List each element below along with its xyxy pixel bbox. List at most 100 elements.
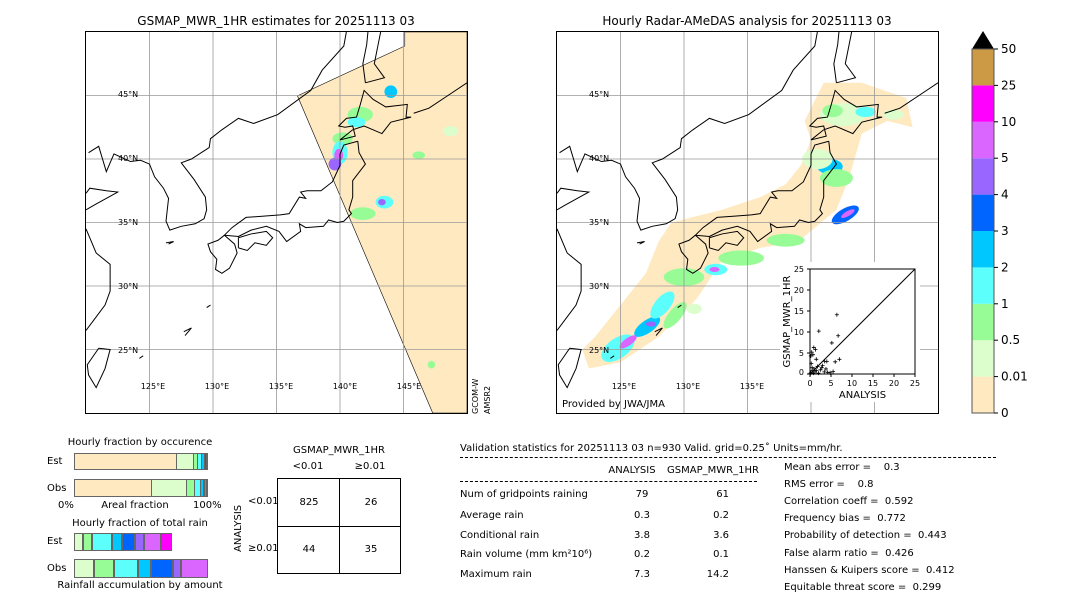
scatter-y-tick: 15 <box>794 307 804 316</box>
fraction-segment <box>176 454 195 469</box>
colorbar-label: 0.5 <box>1001 333 1020 347</box>
scatter-point <box>813 347 818 352</box>
fraction-segment <box>161 533 173 551</box>
colorbar-label: 3 <box>1001 224 1009 238</box>
stat-label: Num of gridpoints raining <box>460 489 588 500</box>
rainfall-accumulation-label: Rainfall accumulation by amount <box>57 580 223 591</box>
total-rain-obs-label: Obs <box>47 563 67 574</box>
occurrence-obs-bar <box>74 479 208 497</box>
scatter-point <box>811 345 816 350</box>
stat-label: Average rain <box>460 510 524 521</box>
scatter-y-tick: 0 <box>799 368 804 377</box>
scatter-y-tick: 5 <box>799 349 804 358</box>
scatter-point <box>810 352 815 357</box>
scatter-point <box>833 359 838 364</box>
score-item: Equitable threat score = 0.299 <box>784 581 942 593</box>
colorbar-segment <box>972 49 994 86</box>
colorbar-segment <box>972 231 994 268</box>
lat-tick-label: 35°N <box>118 218 139 227</box>
colorbar-segment <box>972 267 994 304</box>
colorbar-label: 0.01 <box>1001 370 1028 384</box>
scatter-point <box>829 340 834 345</box>
fraction-segment <box>94 559 115 578</box>
fraction-segment <box>74 533 84 551</box>
scatter-point <box>808 370 813 375</box>
fraction-segment <box>91 533 112 551</box>
scatter-point <box>836 333 841 338</box>
stat-gsmap-value: 0.1 <box>713 549 729 560</box>
scatter-ylabel: GSMAP_MWR_1HR <box>782 276 793 368</box>
stat-analysis-value: 0.2 <box>634 549 650 560</box>
right-map-canvas <box>557 32 938 413</box>
fraction-segment <box>74 559 95 578</box>
cell-false-alarm: 26 <box>364 497 378 508</box>
fraction-segment <box>172 559 181 578</box>
scatter-point <box>825 370 830 375</box>
score-item: Probability of detection = 0.443 <box>784 530 947 542</box>
contingency-row-title: ANALYSIS <box>233 504 244 552</box>
colorbar: 0 0.01 0.5 1 2 3 4 5 10 25 50 <box>971 31 1028 420</box>
fraction-segment <box>198 454 202 469</box>
colorbar-label: 5 <box>1001 151 1009 165</box>
one-to-one-line <box>809 268 916 375</box>
total-rain-title: Hourly fraction of total rain <box>72 518 208 529</box>
lon-tick-label: 130°E <box>675 382 701 391</box>
score-item: Correlation coeff = 0.592 <box>784 496 914 508</box>
occurrence-est-bar <box>74 453 208 470</box>
fraction-segment <box>114 559 139 578</box>
contingency-row-lt: <0.01 <box>248 496 279 507</box>
lat-tick-label: 45°N <box>118 90 139 99</box>
contingency-row-ge: ≥0.01 <box>248 543 279 554</box>
fraction-segment <box>186 480 196 496</box>
colorbar-label: 4 <box>1001 188 1009 202</box>
scatter-point <box>816 329 821 334</box>
colorbar-segment <box>972 158 994 195</box>
left-map <box>85 31 468 414</box>
colorbar-segment <box>972 121 994 159</box>
scatter-point <box>828 370 833 375</box>
scatter-x-tick: 10 <box>847 379 857 388</box>
scatter-x-tick: 15 <box>868 379 878 388</box>
scatter-xlabel: ANALYSIS <box>839 390 886 401</box>
contingency-col-title: GSMAP_MWR_1HR <box>293 445 385 456</box>
stat-analysis-value: 0.3 <box>634 510 650 521</box>
lat-tick-label: 35°N <box>589 218 610 227</box>
scatter-x-tick: 5 <box>828 379 833 388</box>
lat-tick-label: 30°N <box>118 282 139 291</box>
fraction-segment <box>194 454 199 469</box>
left-map-title: GSMAP_MWR_1HR estimates for 20251113 03 <box>137 14 415 28</box>
colorbar-segment <box>972 340 994 377</box>
colorbar-label: 50 <box>1001 42 1016 56</box>
fraction-segment <box>180 559 208 578</box>
lon-tick-label: 125°E <box>611 382 637 391</box>
colorbar-label: 10 <box>1001 115 1016 129</box>
stat-analysis-value: 79 <box>635 489 649 500</box>
lat-tick-label: 40°N <box>589 154 610 163</box>
scatter-point <box>813 369 818 374</box>
colorbar-segment <box>972 303 994 341</box>
fraction-segment <box>201 480 204 496</box>
fraction-segment <box>203 480 206 496</box>
fraction-segment <box>83 533 92 551</box>
scatter-point <box>818 367 823 372</box>
scatter-y-tick: 25 <box>794 265 804 274</box>
occurrence-title: Hourly fraction by occurence <box>67 437 213 448</box>
colorbar-label: 0 <box>1001 406 1009 420</box>
score-item: Frequency bias = 0.772 <box>784 513 906 525</box>
score-item: Mean abs error = 0.3 <box>784 462 900 473</box>
colorbar-segment <box>972 376 994 413</box>
score-item: RMS error = 0.8 <box>784 479 874 491</box>
scatter-point <box>834 312 839 317</box>
scatter-point <box>822 369 827 374</box>
right-map-title: Hourly Radar-AMeDAS analysis for 2025111… <box>602 14 892 28</box>
occurrence-est-label: Est <box>47 456 63 467</box>
stat-gsmap-value: 14.2 <box>706 569 729 580</box>
scatter-point <box>809 361 814 366</box>
scatter-point <box>808 353 813 358</box>
scatter-point <box>824 359 829 364</box>
colorbar-segment <box>972 194 994 231</box>
scatter-point <box>808 371 813 376</box>
fraction-segment <box>75 480 153 496</box>
colorbar-segment <box>972 85 994 122</box>
